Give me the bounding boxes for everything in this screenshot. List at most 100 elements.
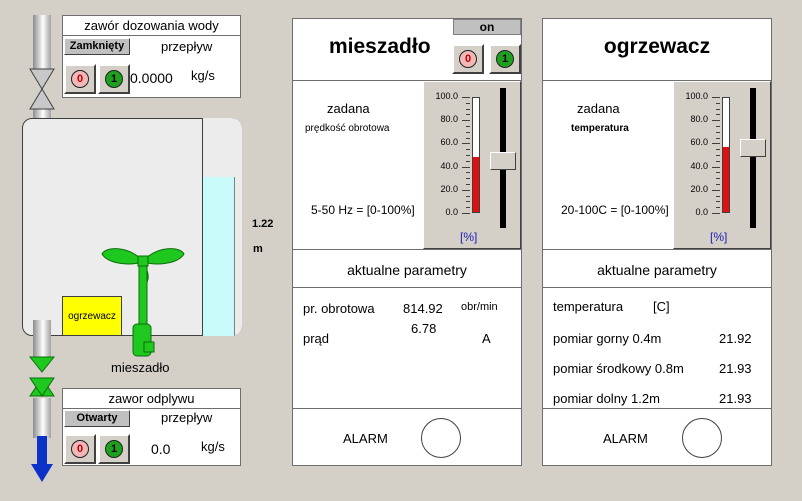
inlet-flow-unit: kg/s — [191, 68, 215, 83]
heater-temp-unit: [C] — [653, 299, 670, 314]
tank-level-value: 1.22 — [252, 218, 274, 230]
heater-box: ogrzewacz — [62, 296, 122, 336]
heater-scale-minor-tick — [716, 155, 720, 156]
heater-scale-tick-label: 40.0 — [690, 160, 708, 171]
outlet-valve-panel: zawor odplywu Otwarty przepływ 0 1 0.0 k… — [62, 388, 241, 466]
heater-row-label: pomiar środkowy 0.8m — [553, 361, 684, 376]
heater-scale-minor-tick — [716, 108, 720, 110]
outlet-flow-value: 0.0 — [151, 441, 171, 457]
mixer-scale-minor-tick — [466, 207, 470, 209]
outlet-flow-unit: kg/s — [201, 439, 225, 454]
heater-setpoint-subtitle: temperatura — [571, 123, 629, 134]
heater-row-value: 21.93 — [719, 361, 752, 376]
heater-slider-thumb[interactable] — [740, 139, 766, 158]
heater-row-label: pomiar dolny 1.2m — [553, 391, 660, 406]
mixer-range-label: 5-50 Hz = [0-100%] — [311, 203, 415, 217]
mixer-speed-value: 814.92 — [403, 301, 443, 316]
heater-scale-tick — [712, 143, 720, 145]
heater-scale-tick-label: 20.0 — [690, 183, 708, 194]
mixer-icon[interactable] — [100, 244, 186, 362]
mixer-params-title: aktualne parametry — [347, 262, 467, 278]
mixer-slider-thumb[interactable] — [490, 151, 516, 170]
inlet-pipe — [33, 15, 51, 71]
outlet-open-button[interactable]: 1 — [98, 434, 130, 464]
heater-scale-minor-tick — [716, 131, 720, 133]
heater-slider-track[interactable] — [750, 88, 756, 228]
heater-params-title: aktualne parametry — [597, 262, 717, 278]
heater-scale-tick-label: 80.0 — [690, 114, 708, 125]
mixer-start-button[interactable]: 1 — [489, 44, 521, 74]
outlet-valve-icon[interactable] — [29, 356, 55, 402]
mixer-scale-tick-label: 0.0 — [445, 207, 458, 217]
mixer-scale-unit: [%] — [460, 230, 478, 244]
heater-scale-minor-tick — [716, 114, 720, 116]
outlet-pipe-lower — [33, 398, 51, 438]
mixer-title: mieszadło — [329, 35, 431, 58]
inlet-flow-label: przepływ — [161, 39, 213, 54]
heater-scale-minor-tick — [716, 149, 720, 151]
heater-scale-minor-tick — [716, 184, 720, 185]
mixer-scale-minor-tick — [466, 155, 470, 156]
mixer-on-indicator: on — [453, 19, 521, 35]
inlet-close-button[interactable]: 0 — [64, 64, 96, 94]
heater-title: ogrzewacz — [603, 35, 711, 58]
heater-alarm-lamp — [682, 418, 722, 458]
mixer-speed-unit: obr/min — [461, 301, 498, 313]
inlet-valve-state: Zamknięty — [64, 38, 130, 55]
heater-scale-tick-label: 100.0 — [685, 91, 708, 101]
heater-range-label: 20-100C = [0-100%] — [561, 203, 669, 217]
heater-scale-minor-tick — [716, 178, 720, 180]
mixer-scale-tick — [462, 97, 470, 98]
mixer-scale-minor-tick — [466, 149, 470, 151]
heater-scale-tick — [712, 189, 720, 191]
mixer-scale-tick — [462, 166, 470, 168]
mixer-scale-minor-tick — [466, 108, 470, 110]
mixer-current-label: prąd — [303, 331, 330, 346]
mixer-scale-minor-tick — [466, 160, 470, 162]
heater-scale-unit: [%] — [710, 230, 728, 244]
heater-scale-minor-tick — [716, 126, 720, 127]
mixer-scale-tick-label: 60.0 — [440, 137, 458, 148]
heater-temp-label: temperatura — [553, 299, 624, 314]
tank-level-gauge — [202, 118, 242, 336]
mixer-scale-tick-label: 40.0 — [440, 160, 458, 171]
mixer-setpoint-widget: 100.0 80.0 60.0 40.0 20.0 0.0 [%] — [423, 81, 521, 249]
mixer-bar-track — [472, 97, 480, 213]
inlet-open-button[interactable]: 1 — [98, 64, 130, 94]
heater-scale-tick — [712, 97, 720, 98]
mixer-scale-minor-tick — [466, 126, 470, 127]
mixer-scale-tick — [462, 143, 470, 145]
heater-scale-minor-tick — [716, 172, 720, 174]
heater-scale-tick — [712, 213, 720, 214]
heater-scale-minor-tick — [716, 195, 720, 197]
mixer-current-value: 6.78 — [411, 321, 437, 336]
mixer-bar-fill — [473, 157, 479, 212]
mixer-scale-tick-label: 80.0 — [440, 114, 458, 125]
heater-scale-minor-tick — [716, 201, 720, 203]
mixer-alarm-label: ALARM — [343, 431, 388, 446]
mixer-stop-button[interactable]: 0 — [452, 44, 484, 74]
heater-scale-minor-tick — [716, 137, 720, 139]
heater-scale-tick — [712, 120, 720, 122]
mixer-alarm-lamp — [421, 418, 461, 458]
heater-box-label: ogrzewacz — [68, 311, 116, 322]
mixer-scale-tick-label: 100.0 — [435, 91, 458, 101]
outlet-valve-state: Otwarty — [64, 410, 130, 427]
mixer-scale-minor-tick — [466, 195, 470, 197]
heater-setpoint-title: zadana — [577, 101, 620, 116]
heater-setpoint-widget: 100.0 80.0 60.0 40.0 20.0 0.0 [%] — [673, 81, 771, 249]
mixer-label: mieszadło — [111, 360, 170, 375]
water-level-fill — [203, 176, 235, 336]
outlet-valve-title: zawor odplywu — [108, 391, 195, 406]
mixer-setpoint-title: zadana — [327, 101, 370, 116]
outlet-close-button[interactable]: 0 — [64, 434, 96, 464]
mixer-scale-minor-tick — [466, 102, 470, 104]
mixer-scale-tick — [462, 120, 470, 122]
inlet-valve-panel: zawór dozowania wody Zamknięty przepływ … — [62, 15, 241, 98]
heater-alarm-label: ALARM — [603, 431, 648, 446]
mixer-scale-minor-tick — [466, 137, 470, 139]
inlet-valve-icon[interactable] — [29, 68, 55, 110]
heater-scale-tick-label: 60.0 — [690, 137, 708, 148]
outlet-flow-label: przepływ — [161, 410, 213, 425]
heater-scale-minor-tick — [716, 102, 720, 104]
